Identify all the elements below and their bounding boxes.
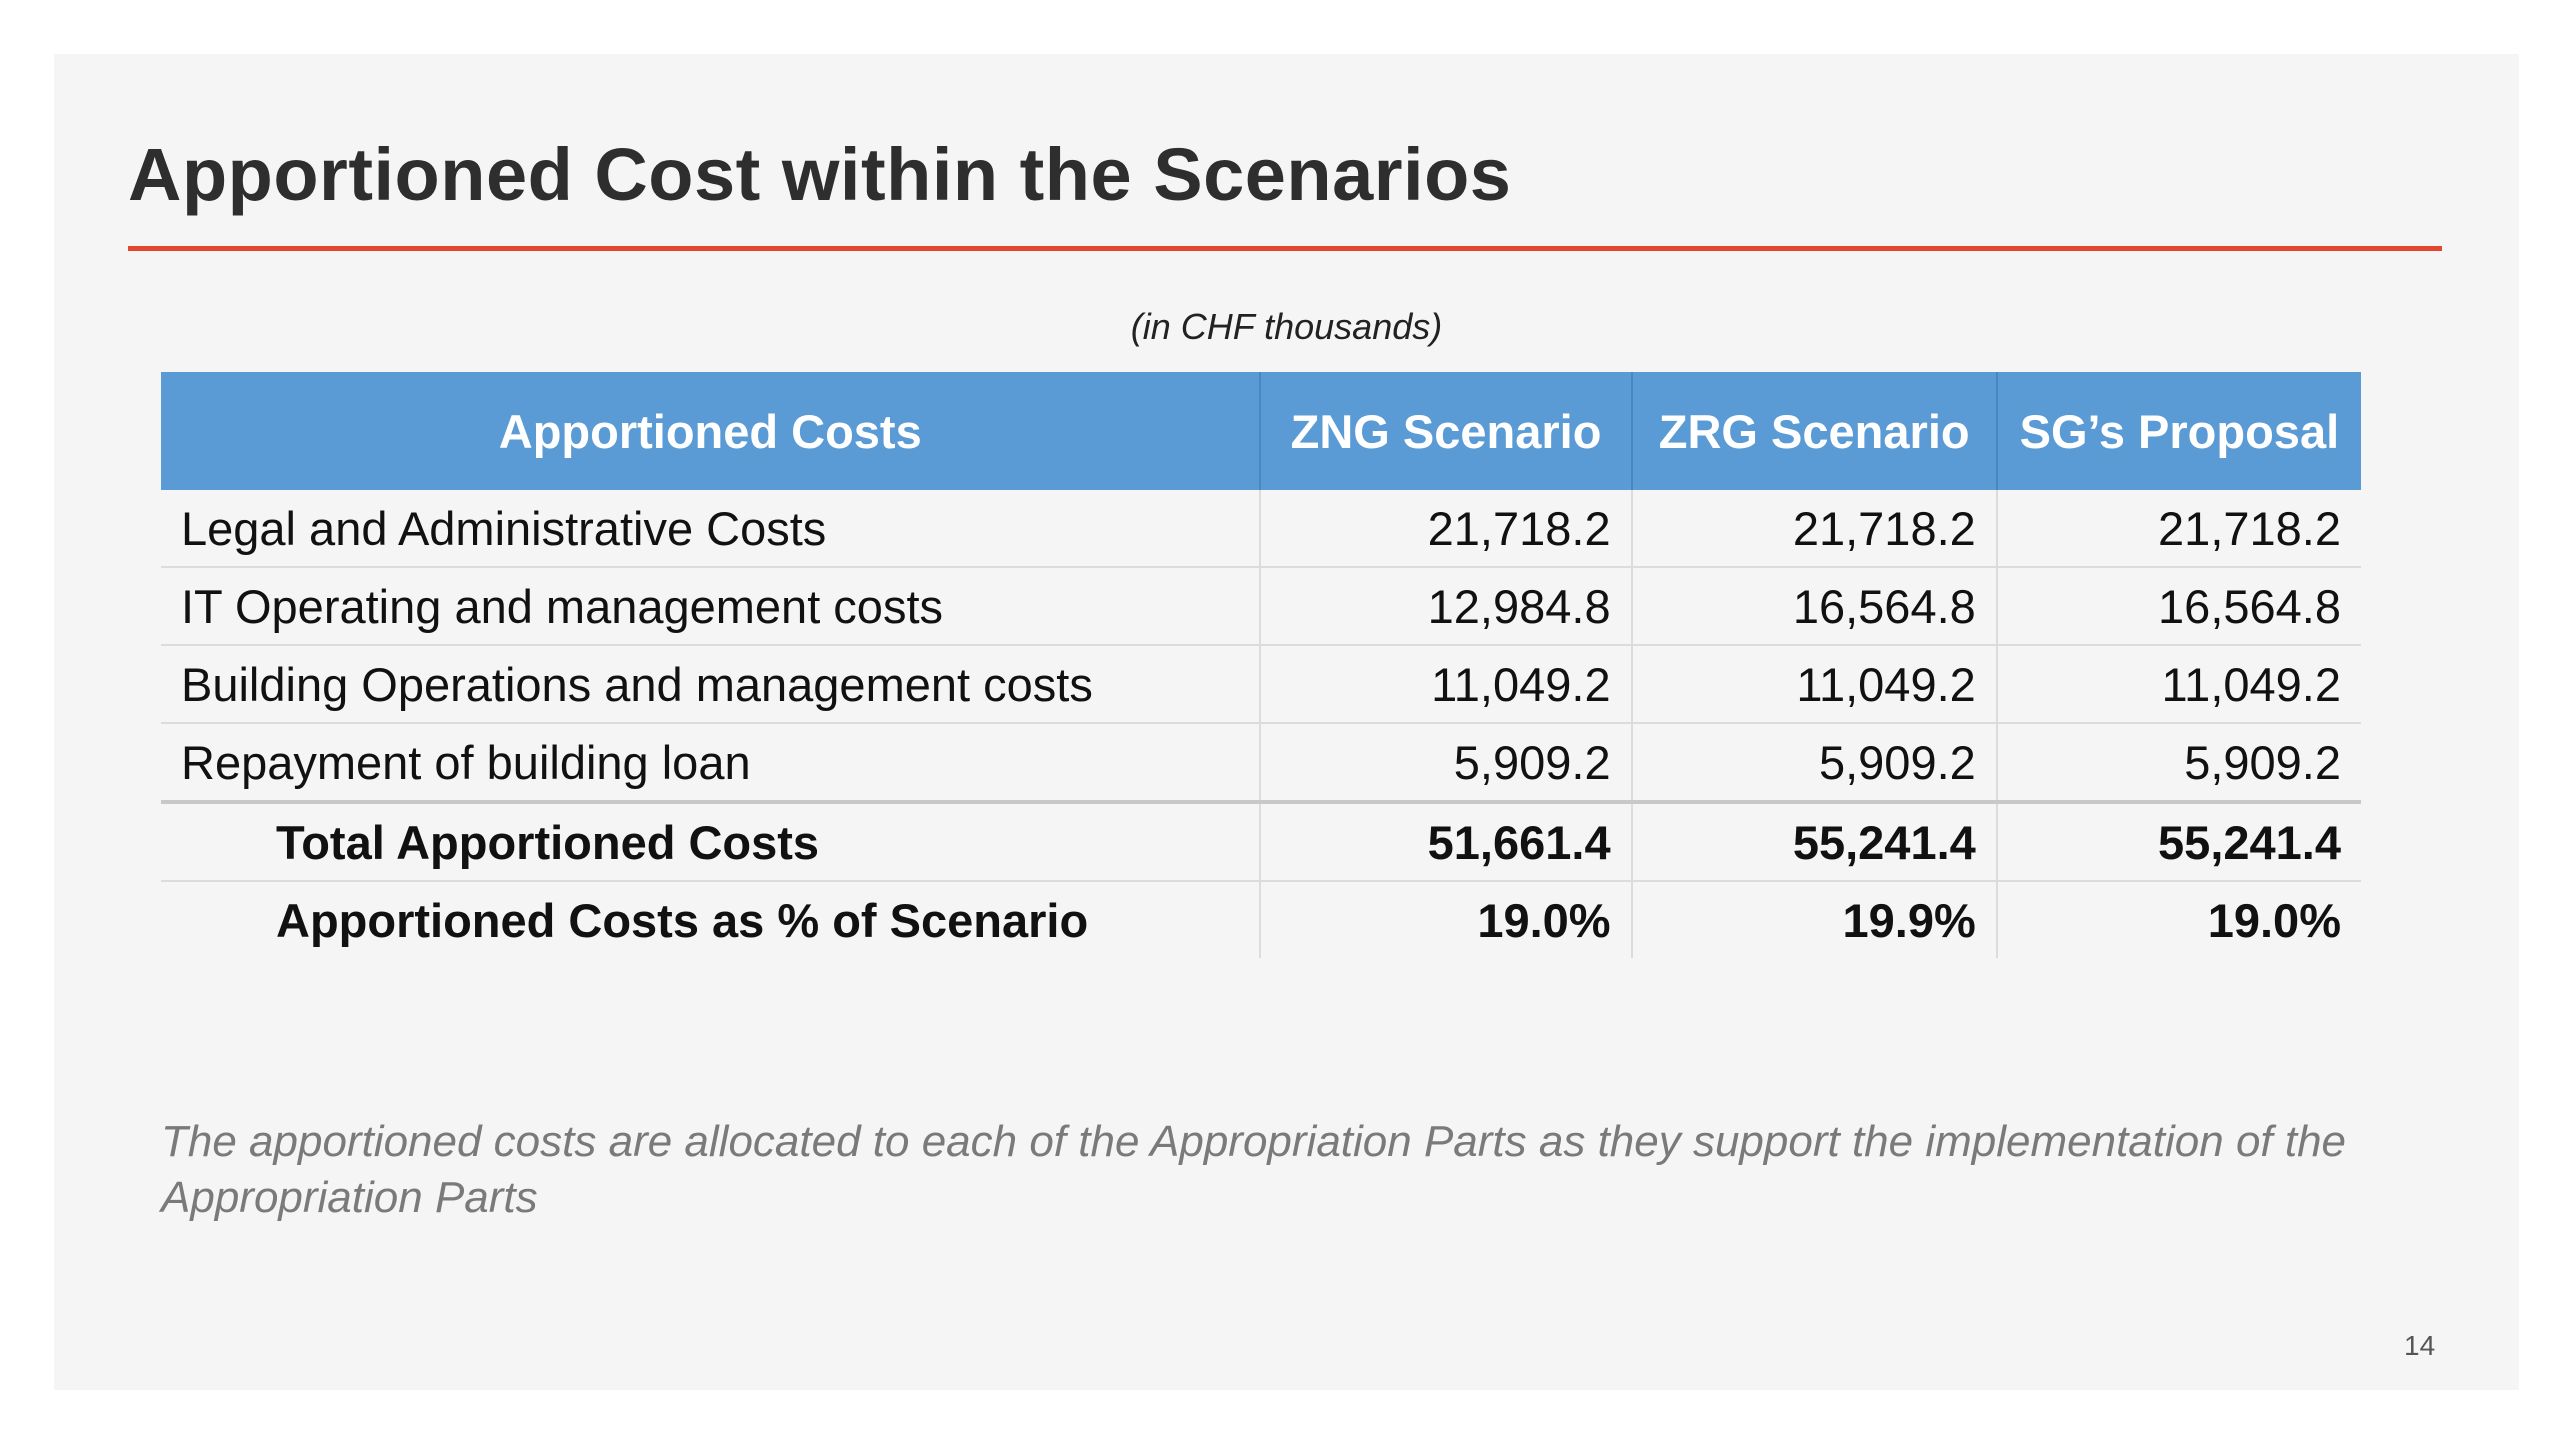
- unit-note: (in CHF thousands): [1130, 306, 1443, 347]
- header-zng-scenario: ZNG Scenario: [1260, 372, 1633, 490]
- cell-zrg: 11,049.2: [1631, 645, 1998, 724]
- row-label: Legal and Administrative Costs: [161, 490, 1262, 568]
- percent-zrg: 19.9%: [1631, 881, 1998, 958]
- cell-zrg: 16,564.8: [1631, 567, 1998, 646]
- total-zrg: 55,241.4: [1631, 800, 1998, 882]
- row-label: Repayment of building loan: [161, 723, 1262, 803]
- cell-zrg: 21,718.2: [1631, 490, 1998, 568]
- total-row: Total Apportioned Costs 51,661.4 55,241.…: [161, 800, 2361, 882]
- percent-label: Apportioned Costs as % of Scenario: [161, 881, 1262, 958]
- cell-zng: 11,049.2: [1260, 645, 1633, 724]
- cell-zrg: 5,909.2: [1631, 723, 1998, 803]
- cell-zng: 12,984.8: [1260, 567, 1633, 646]
- table-row: Legal and Administrative Costs 21,718.2 …: [161, 490, 2361, 568]
- cell-zng: 21,718.2: [1260, 490, 1633, 568]
- total-sg: 55,241.4: [1996, 800, 2361, 882]
- header-zrg-scenario: ZRG Scenario: [1631, 372, 1998, 490]
- cell-sg: 16,564.8: [1996, 567, 2361, 646]
- percent-zng: 19.0%: [1260, 881, 1633, 958]
- table-row: IT Operating and management costs 12,984…: [161, 567, 2361, 646]
- page-number: 14: [2404, 1330, 2436, 1361]
- table-header-row: Apportioned Costs ZNG Scenario ZRG Scena…: [161, 372, 2361, 490]
- cell-sg: 5,909.2: [1996, 723, 2361, 803]
- cell-sg: 11,049.2: [1996, 645, 2361, 724]
- cell-sg: 21,718.2: [1996, 490, 2361, 568]
- percent-row: Apportioned Costs as % of Scenario 19.0%…: [161, 881, 2361, 958]
- table-row: Building Operations and management costs…: [161, 645, 2361, 724]
- total-label: Total Apportioned Costs: [161, 800, 1262, 882]
- row-label: Building Operations and management costs: [161, 645, 1262, 724]
- row-label: IT Operating and management costs: [161, 567, 1262, 646]
- header-apportioned-costs: Apportioned Costs: [161, 372, 1262, 490]
- apportioned-costs-table: Apportioned Costs ZNG Scenario ZRG Scena…: [161, 372, 2361, 958]
- total-zng: 51,661.4: [1260, 800, 1633, 882]
- table-row: Repayment of building loan 5,909.2 5,909…: [161, 723, 2361, 803]
- percent-sg: 19.0%: [2207, 893, 2341, 947]
- header-sg-proposal: SG’s Proposal: [1996, 372, 2361, 490]
- footnote: The apportioned costs are allocated to e…: [161, 1117, 2347, 1222]
- slide-title: Apportioned Cost within the Scenarios: [128, 133, 1512, 216]
- cell-zng: 5,909.2: [1260, 723, 1633, 803]
- title-divider: [128, 246, 2442, 251]
- slide: Apportioned Cost within the Scenarios (i…: [54, 54, 2519, 1390]
